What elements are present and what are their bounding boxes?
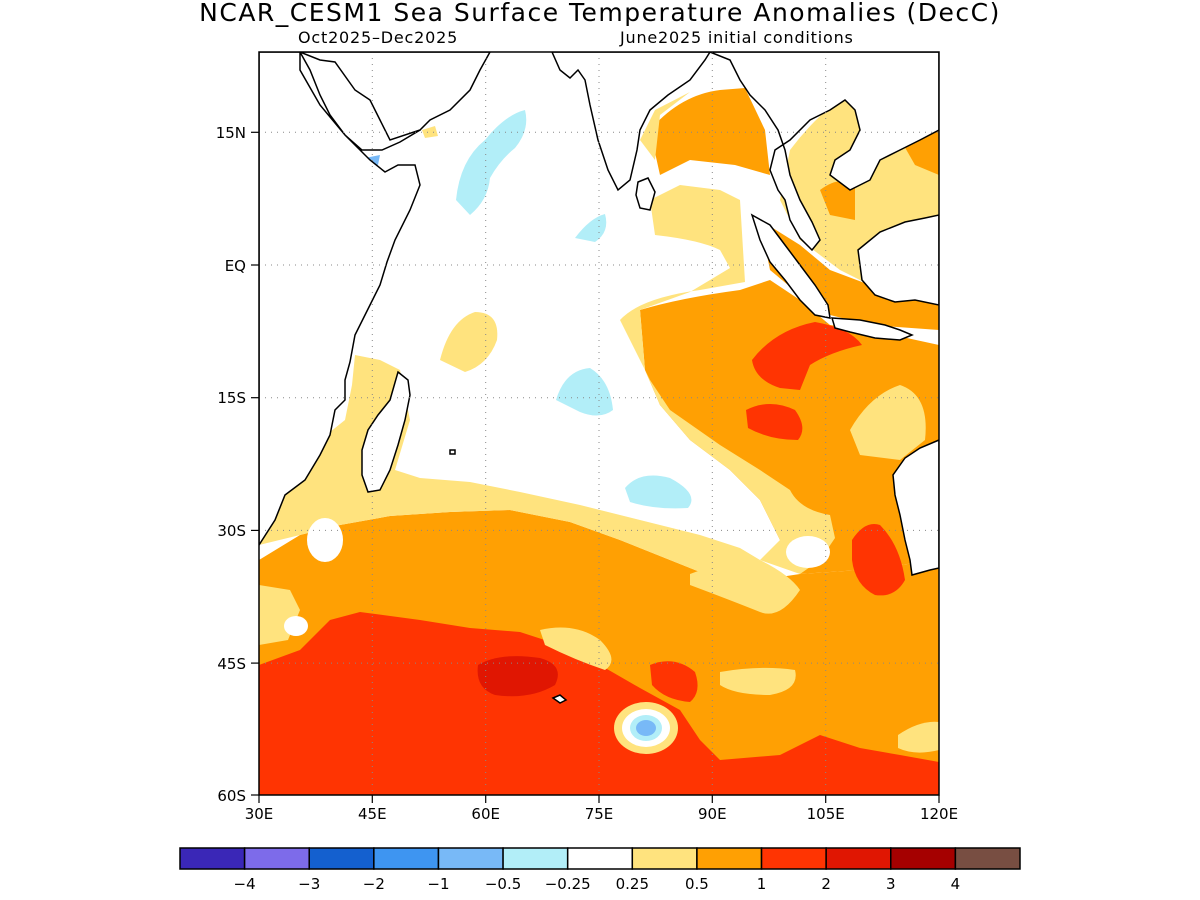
initial-conditions-label: June2025 initial conditions — [620, 28, 854, 47]
lon-label-75e: 75E — [585, 805, 614, 823]
anomaly-region-neutral-southwest — [284, 616, 308, 636]
colorbar-label: 3 — [886, 875, 896, 893]
lat-label-60s: 60S — [217, 787, 246, 805]
anomaly-region-cyan-south-2 — [625, 475, 692, 509]
lat-label-30s: 30S — [217, 522, 246, 540]
coastline-java — [830, 317, 914, 341]
anomaly-region-blue-core — [636, 720, 656, 736]
anomaly-region-yellow-central — [440, 312, 498, 372]
lat-label-15n: 15N — [216, 124, 246, 142]
lat-label-eq: EQ — [225, 257, 246, 275]
colorbar-swatch — [631, 847, 698, 870]
coastline-australia — [892, 439, 939, 576]
anomaly-region-cyan-arabian-sea — [456, 110, 527, 215]
coastline-borneo — [857, 214, 939, 306]
anomaly-region-yellow-gulf-aden — [422, 126, 438, 138]
anomaly-region-yellow-band — [690, 560, 800, 614]
colorbar-swatch — [696, 847, 763, 870]
colorbar-label: 2 — [821, 875, 831, 893]
anomaly-region-red-east-3 — [852, 524, 905, 596]
coastlines — [259, 52, 939, 704]
lon-label-30e: 30E — [245, 805, 274, 823]
colorbar-label: −0.5 — [485, 875, 521, 893]
anomaly-region-yellow-south-3 — [898, 721, 939, 753]
lon-label-120e: 120E — [920, 805, 958, 823]
colorbar-label: −1 — [427, 875, 449, 893]
colorbar-label: −4 — [234, 875, 256, 893]
anomaly-region-red-east-2 — [746, 404, 803, 440]
latitude-labels: 15N EQ 15S 30S 45S 60S — [216, 124, 246, 805]
lon-label-45e: 45E — [358, 805, 387, 823]
forecast-period: Oct2025–Dec2025 — [298, 28, 459, 47]
anomaly-region-neutral-east — [786, 536, 830, 568]
anomaly-region-orange-south-china-sea — [820, 181, 855, 220]
colorbar: −4 −3 −2 −1 −0.5 −0.25 0.25 0.5 1 2 3 4 — [179, 847, 1021, 893]
anomaly-region-red-south — [259, 612, 939, 795]
colorbar-swatch — [825, 847, 892, 870]
coastline-mascarene — [449, 449, 456, 455]
anomaly-region-yellow-south-2 — [720, 667, 796, 695]
colorbar-label: 1 — [757, 875, 767, 893]
anomaly-region-orange-bay-bengal — [650, 88, 770, 175]
anomaly-region-red-blob — [650, 661, 698, 702]
lat-label-45s: 45S — [217, 655, 246, 673]
anomaly-region-yellow-east-2 — [850, 385, 926, 460]
colorbar-swatch — [437, 847, 504, 870]
anomaly-region-yellow-east-rim — [620, 185, 835, 574]
colorbar-swatch — [566, 847, 634, 870]
colorbar-label: 4 — [951, 875, 961, 893]
map-title: NCAR_CESM1 Sea Surface Temperature Anoma… — [199, 0, 1001, 27]
anomaly-region-red-east-1 — [752, 322, 862, 390]
lon-label-105e: 105E — [807, 805, 845, 823]
coastline-sumatra — [750, 213, 831, 319]
coastline-madagascar — [361, 370, 411, 493]
colorbar-swatch — [308, 847, 375, 870]
coastline-arabia — [299, 52, 491, 141]
lat-label-15s: 15S — [217, 389, 246, 407]
anomaly-region-yellow-south-1 — [540, 627, 612, 670]
colorbar-swatch — [890, 847, 957, 870]
anomaly-region-cyan-south-1 — [556, 368, 613, 416]
colorbar-swatch — [373, 847, 440, 870]
lon-label-60e: 60E — [471, 805, 500, 823]
coastline-indochina — [709, 52, 939, 252]
coastline-kerguelen — [551, 694, 568, 704]
coastline-india — [551, 52, 711, 192]
tick-marks — [251, 131, 940, 803]
colorbar-label: 0.5 — [685, 875, 709, 893]
anomaly-region-dark-red — [477, 656, 558, 697]
colorbar-swatch — [760, 847, 827, 870]
colorbar-label: 0.25 — [616, 875, 649, 893]
colorbar-swatch — [502, 847, 569, 870]
colorbar-swatch — [954, 847, 1021, 870]
colorbar-label: −2 — [363, 875, 385, 893]
anomaly-region-cyan-equatorial — [575, 214, 607, 242]
colorbar-label: −0.25 — [545, 875, 591, 893]
anomaly-region-neutral-west — [307, 518, 343, 562]
colorbar-swatch — [243, 847, 310, 870]
longitude-labels: 30E 45E 60E 75E 90E 105E 120E — [245, 805, 958, 823]
lon-label-90e: 90E — [698, 805, 727, 823]
coastline-africa-arabia — [259, 52, 421, 547]
anomaly-region-yellow-bay-bengal — [640, 92, 690, 160]
colorbar-label: −3 — [298, 875, 320, 893]
colorbar-swatch — [179, 847, 246, 870]
coastline-sri-lanka — [635, 177, 656, 211]
